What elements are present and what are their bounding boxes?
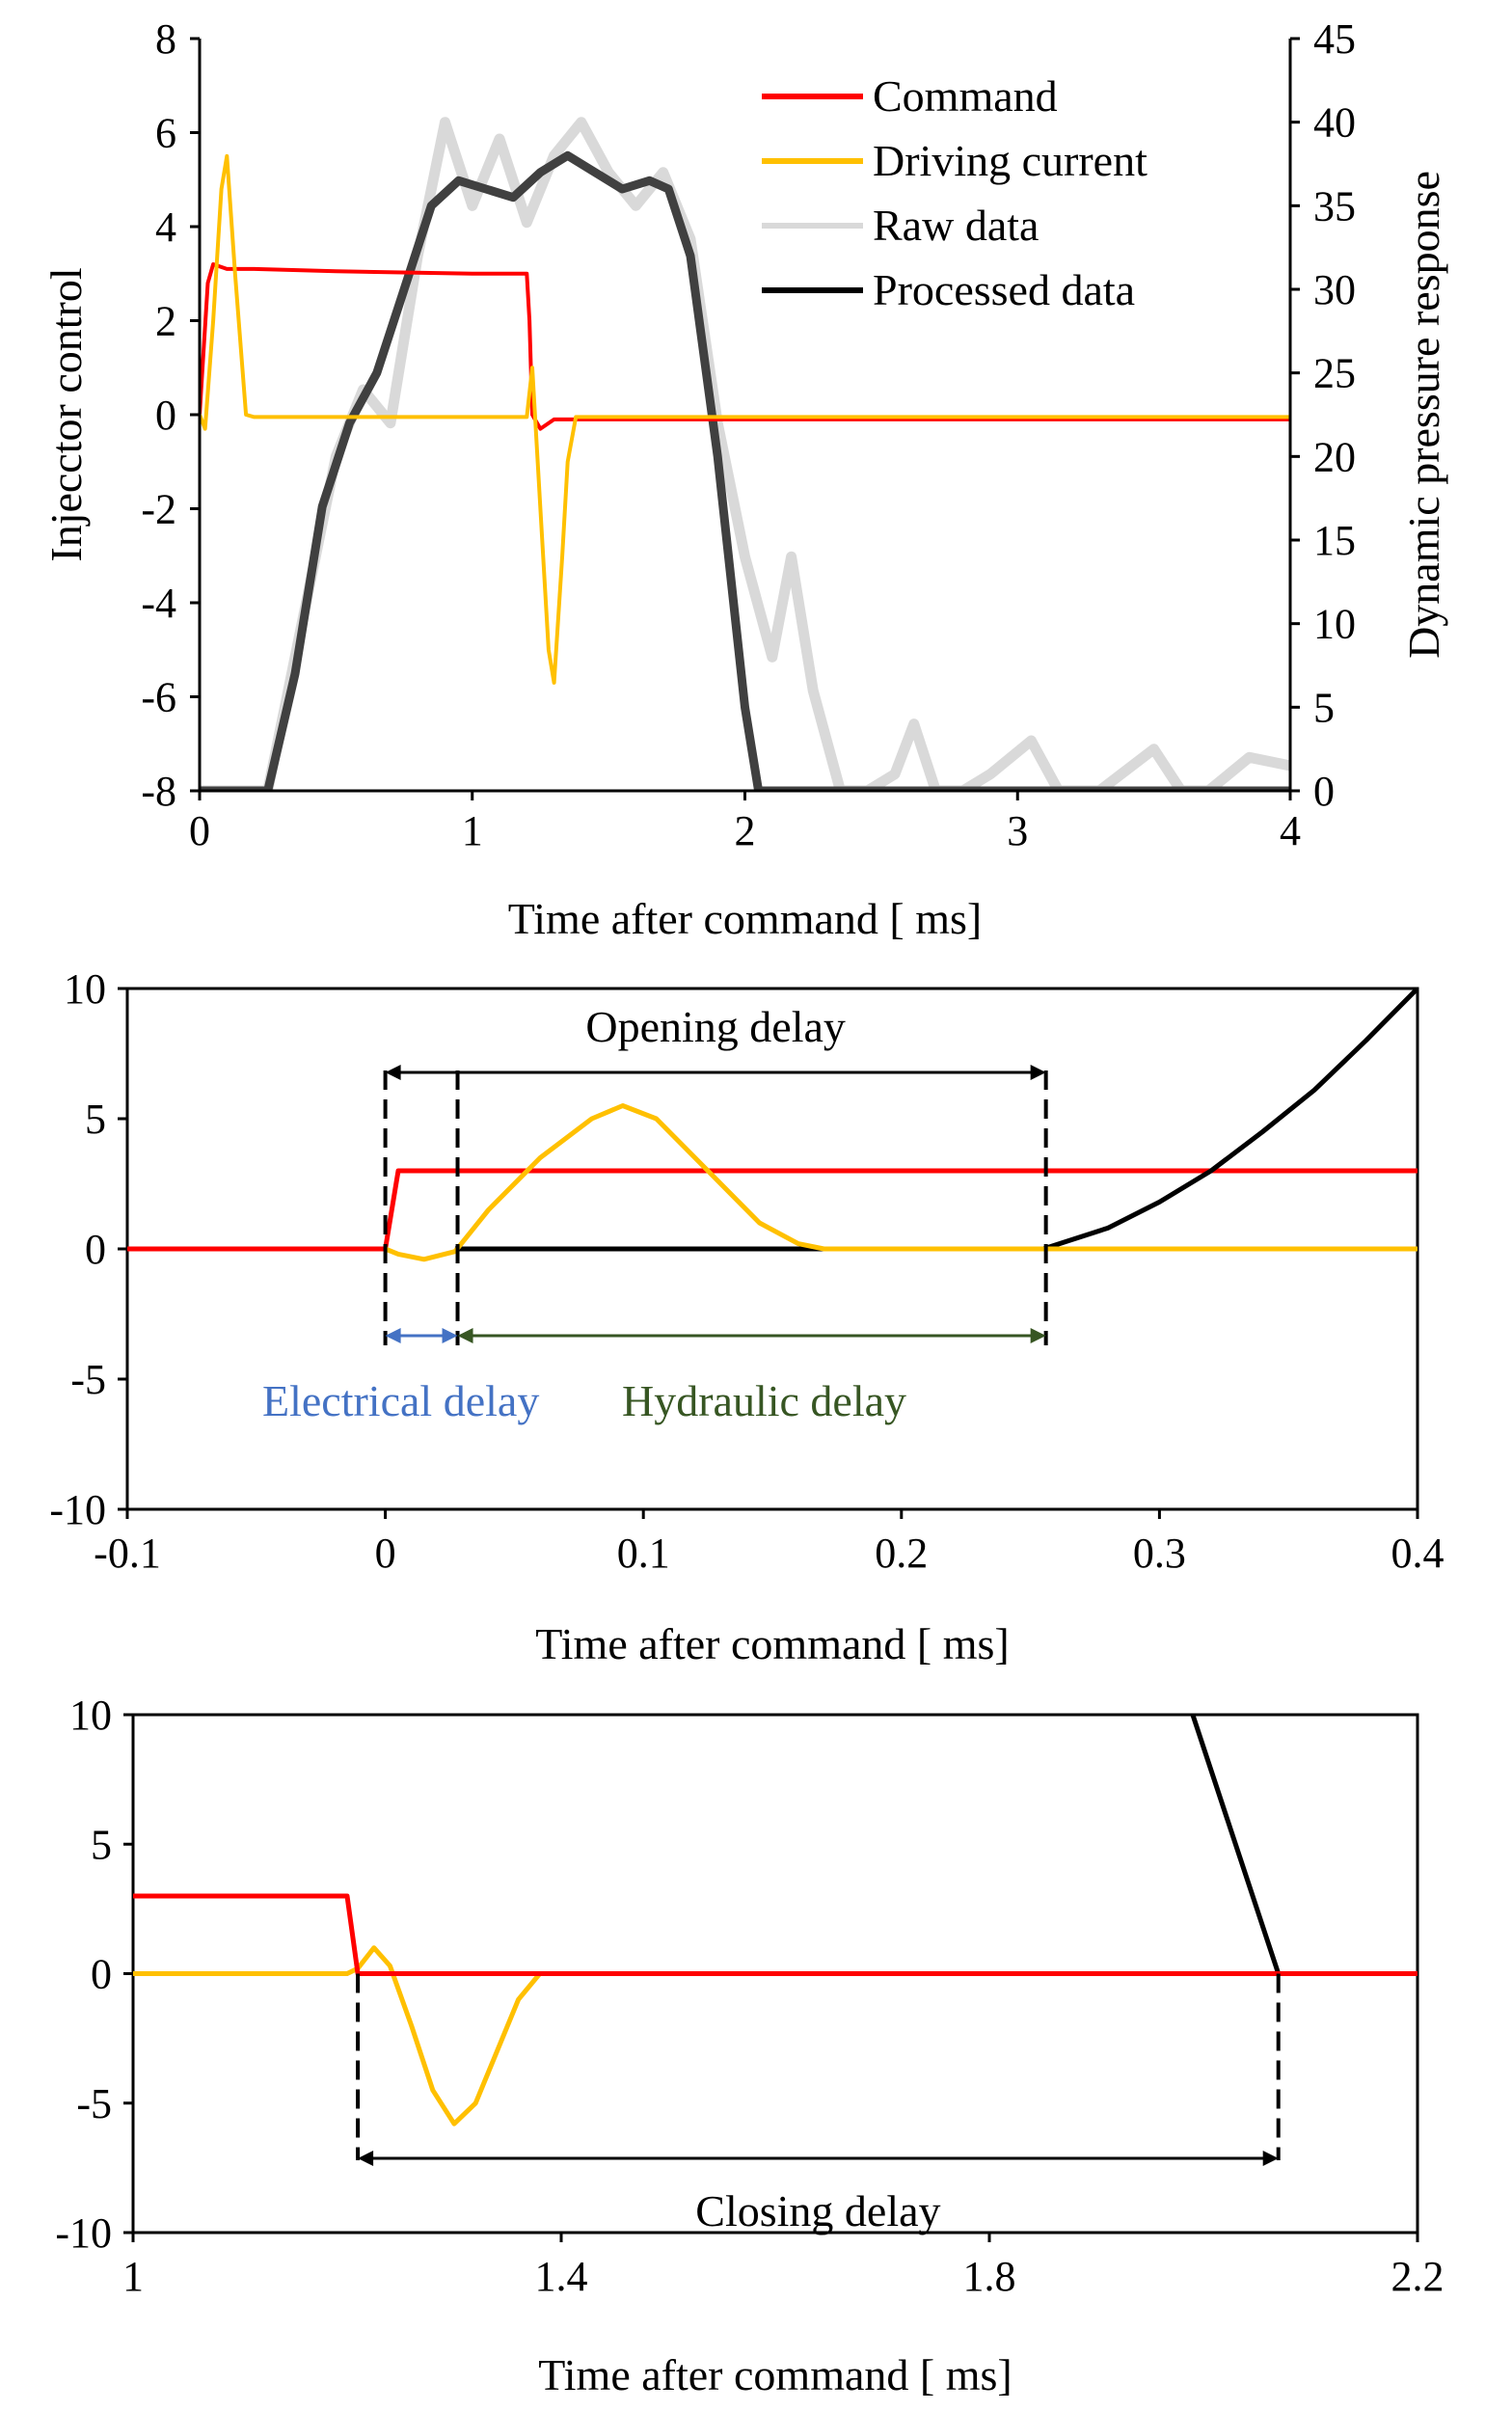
y-tick-label: -2 — [141, 486, 176, 533]
legend: Command Driving current Raw data Processed … — [762, 71, 1148, 314]
series-driving-current — [133, 1945, 1418, 2127]
y2-tick-label: 40 — [1313, 99, 1356, 147]
opening-delay-label: Opening delay — [585, 1002, 846, 1051]
legend-label-driving-current: Driving current — [873, 136, 1148, 185]
x-tick-label: 0.4 — [1391, 1530, 1444, 1577]
closing-delay-arrow-head-left — [358, 2151, 374, 2166]
y-tick-label: 0 — [155, 392, 176, 439]
electrical-delay-label: Electrical delay — [262, 1376, 539, 1425]
x-tick-label: 1 — [462, 807, 483, 854]
x-axis-label: Time after command [ ms] — [538, 2350, 1012, 2399]
closing-delay-arrow-head-right — [1262, 2151, 1279, 2166]
x-tick-label: 0 — [189, 807, 210, 854]
y-tick-label: 4 — [155, 203, 176, 251]
series-driving-current — [200, 153, 1290, 685]
series-command — [133, 1893, 1418, 1976]
series-group — [133, 1715, 1418, 2127]
y2-tick-label: 35 — [1313, 182, 1356, 230]
y2-tick-label: 10 — [1313, 601, 1356, 648]
series-processed-data — [454, 989, 1418, 1252]
y-tick-label: 0 — [85, 1226, 106, 1273]
legend-label-raw-data: Raw data — [873, 201, 1039, 250]
annotation-group: Closing delay — [356, 1973, 1281, 2235]
annotation-group: Opening delay Electrical delay Hydraulic d… — [262, 1002, 1048, 1425]
y2-tick-label: 15 — [1313, 517, 1356, 564]
opening-delay-chart: -0.1 0 0.1 0.2 0.3 0.4 -10 -5 0 5 10 Time after com… — [49, 965, 1444, 1668]
y-tick-label: 2 — [155, 298, 176, 345]
y2-tick-label: 30 — [1313, 266, 1356, 313]
y-tick-label: -4 — [141, 580, 176, 627]
y-tick-label: 10 — [64, 965, 106, 1013]
y-tick-label: -8 — [141, 768, 176, 815]
closing-delay-chart: 1 1.4 1.8 2.2 -10 -5 0 5 10 Time after command [ … — [55, 1692, 1444, 2399]
x-tick-label: 0 — [375, 1530, 396, 1577]
legend-label-processed-data: Processed data — [873, 265, 1135, 314]
hydraulic-delay-arrow-head-right — [1030, 1328, 1046, 1343]
y-tick-label: -10 — [55, 2209, 112, 2257]
y2-tick-label: 0 — [1313, 768, 1335, 815]
electrical-delay-arrow-head-right — [442, 1328, 458, 1343]
y-tick-label: 10 — [69, 1692, 112, 1739]
x-tick-label: 0.2 — [875, 1530, 928, 1577]
closing-delay-label: Closing delay — [695, 2186, 940, 2235]
x-axis-label: Time after command [ ms] — [535, 1619, 1009, 1668]
series-driving-current — [384, 1103, 1418, 1262]
x-tick-label: 1.8 — [963, 2253, 1016, 2300]
series-group — [127, 989, 1418, 1262]
y2-tick-label: 45 — [1313, 15, 1356, 63]
y-tick-label: 8 — [155, 15, 176, 63]
x-tick-label: 4 — [1280, 807, 1301, 854]
series-processed-data — [1190, 1715, 1418, 1976]
y-axis-label: Injecctor control — [41, 267, 91, 561]
x-tick-label: 2.2 — [1391, 2253, 1444, 2300]
x-tick-label: -0.1 — [94, 1530, 161, 1577]
opening-delay-arrow-head-right — [1030, 1065, 1046, 1080]
y-tick-label: -10 — [49, 1486, 106, 1533]
hydraulic-delay-label: Hydraulic delay — [622, 1376, 906, 1425]
y2-tick-label: 20 — [1313, 433, 1356, 480]
x-tick-label: 2 — [735, 807, 756, 854]
y-tick-label: -6 — [141, 674, 176, 721]
y-tick-label: 0 — [91, 1951, 112, 1998]
y-tick-label: -5 — [70, 1356, 106, 1403]
x-axis-label: Time after command [ ms] — [508, 894, 982, 943]
x-tick-label: 3 — [1007, 807, 1028, 854]
electrical-delay-arrow-head-left — [385, 1328, 401, 1343]
series-processed-data — [200, 150, 1290, 791]
series-command — [127, 1168, 1418, 1252]
hydraulic-delay-arrow-head-left — [457, 1328, 473, 1343]
x-tick-label: 0.1 — [617, 1530, 670, 1577]
x-tick-label: 1 — [122, 2253, 144, 2300]
series-group — [200, 117, 1290, 791]
top-chart: 0 1 2 3 4 -8 -6 -4 -2 0 2 4 6 8 0 5 10 15 20 25 30 35 40 45 Time… — [41, 15, 1448, 943]
y2-tick-label: 5 — [1313, 684, 1335, 731]
x-tick-label: 1.4 — [535, 2253, 588, 2300]
y-tick-label: 5 — [85, 1096, 106, 1143]
opening-delay-arrow-head-left — [385, 1065, 401, 1080]
y-tick-label: 6 — [155, 110, 176, 157]
y2-tick-label: 25 — [1313, 350, 1356, 397]
legend-label-command: Command — [873, 71, 1058, 121]
y-tick-label: 5 — [91, 1821, 112, 1868]
x-tick-label: 0.3 — [1133, 1530, 1186, 1577]
y-tick-label: -5 — [76, 2080, 112, 2127]
y2-axis-label: Dynamic pressure response — [1399, 171, 1448, 659]
